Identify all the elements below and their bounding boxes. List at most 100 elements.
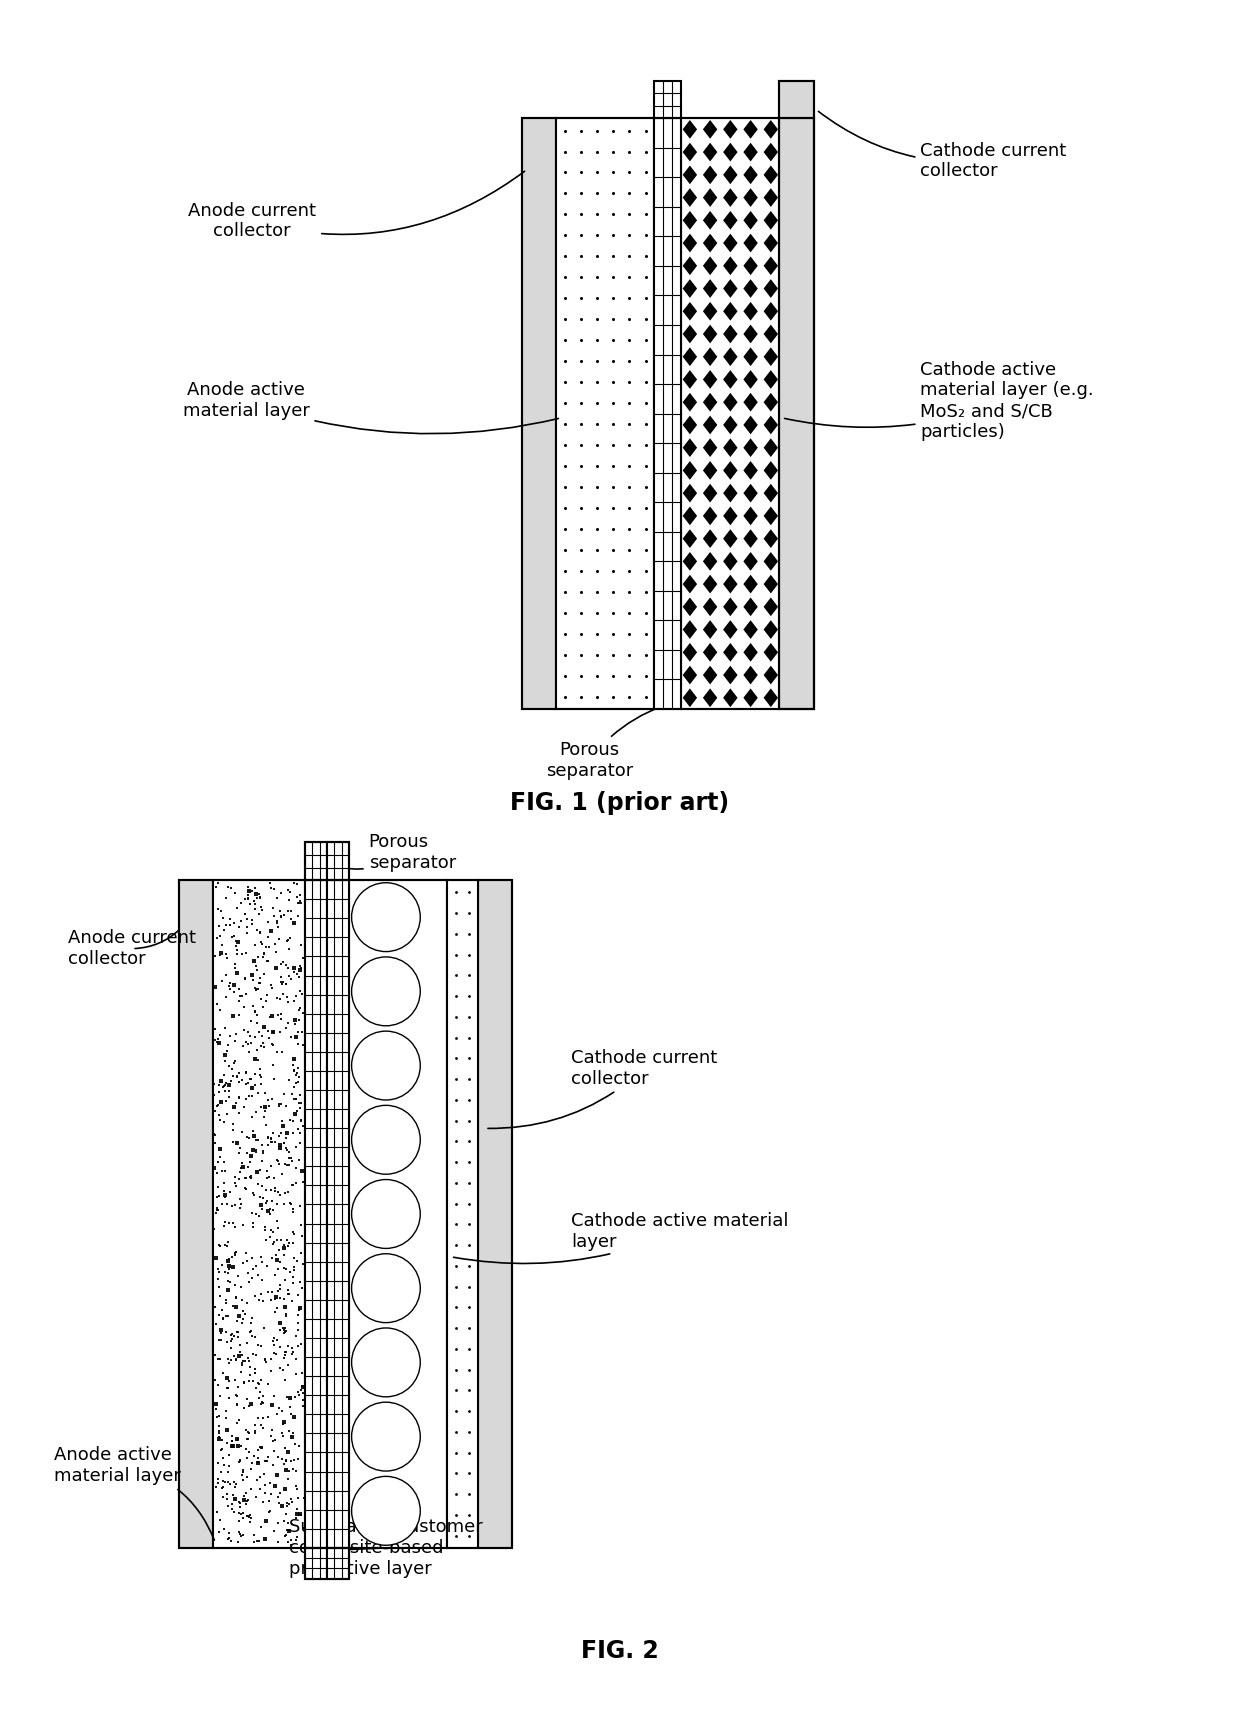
Point [237,1060,257,1087]
Point [231,1500,250,1528]
Point [258,1131,278,1158]
Point [289,1381,309,1408]
Point [268,1179,288,1206]
Point [236,939,255,967]
Point [222,1433,242,1460]
Point [260,1496,280,1524]
Polygon shape [764,597,777,616]
Point [262,1003,281,1030]
Point [289,1146,309,1174]
Point [269,1089,289,1117]
Point [234,1017,254,1044]
Point [258,1165,278,1193]
Point [216,941,236,968]
Point [275,1341,295,1369]
Point [285,1099,305,1127]
Point [270,951,290,979]
Point [217,1258,237,1286]
Point [281,1400,301,1427]
Point [244,1072,264,1099]
Polygon shape [683,506,697,525]
Point [290,956,310,984]
Point [231,1155,250,1182]
Point [231,908,250,935]
Point [250,1093,270,1120]
Point [233,1032,253,1060]
Point [228,1139,248,1167]
Polygon shape [723,211,738,230]
Point [217,1191,237,1219]
Point [229,1001,249,1029]
Point [249,1384,269,1412]
Point [275,1446,295,1474]
Point [285,1086,305,1113]
Point [229,1331,249,1358]
Point [226,1238,246,1265]
Point [236,1436,255,1464]
Point [226,1048,246,1075]
Point [238,1345,258,1372]
Point [290,1094,310,1122]
Point [229,1500,249,1528]
Point [215,1258,234,1286]
Point [244,948,264,975]
Polygon shape [723,483,738,502]
Point [248,1125,268,1153]
Ellipse shape [352,1105,420,1174]
Point [284,870,304,898]
Point [259,934,279,961]
Point [217,1493,237,1521]
Point [239,1509,259,1536]
Polygon shape [683,121,697,138]
Point [239,1503,259,1531]
Point [290,1193,310,1220]
Point [274,1231,294,1258]
Point [273,1410,293,1438]
Polygon shape [683,280,697,299]
Text: Sulfonated elastomer
composite-based
protective layer: Sulfonated elastomer composite-based pro… [289,1519,482,1578]
Point [263,1018,283,1046]
Point [258,948,278,975]
Polygon shape [764,575,777,594]
Point [232,1150,252,1177]
Point [210,1029,229,1056]
Point [274,1234,294,1262]
Bar [522,119,557,709]
Point [258,1124,278,1151]
Point [264,1174,284,1201]
Point [206,1310,226,1338]
Point [237,1386,257,1414]
Polygon shape [764,644,777,661]
Point [212,1434,232,1462]
Point [213,1467,233,1495]
Polygon shape [703,143,717,162]
Point [238,884,258,911]
Point [270,1276,290,1303]
Point [224,1049,244,1077]
Point [227,1391,247,1419]
Point [254,1460,274,1488]
Point [213,1474,233,1502]
Polygon shape [743,257,758,274]
Point [228,975,248,1003]
Point [242,906,262,934]
Text: FIG. 2: FIG. 2 [582,1638,658,1662]
Point [246,875,265,903]
Point [218,873,238,901]
Point [238,1153,258,1181]
Point [219,1367,239,1395]
Point [210,1417,229,1445]
Point [218,1253,238,1281]
Point [213,1148,233,1175]
Point [248,1405,268,1433]
Polygon shape [743,438,758,457]
Text: Porous
separator: Porous separator [546,706,661,780]
Point [237,1139,257,1167]
Point [263,1327,283,1355]
Polygon shape [764,369,777,388]
Point [273,1315,293,1343]
Point [228,1324,248,1351]
Point [215,1181,234,1208]
Point [246,1200,265,1227]
Point [205,1215,224,1243]
